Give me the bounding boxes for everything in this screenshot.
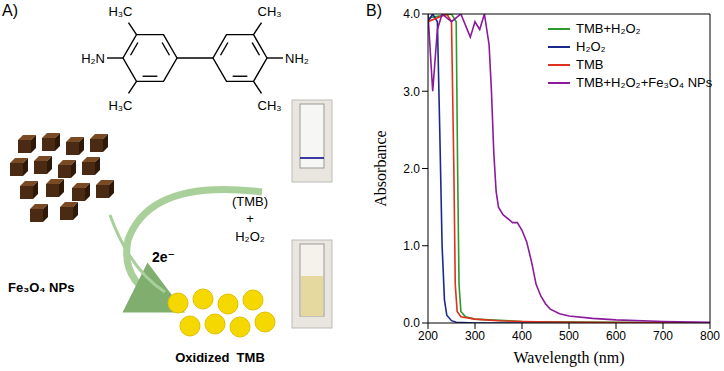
html-text:H₂O₂: H₂O₂ xyxy=(576,39,606,54)
html-text:TMB: TMB xyxy=(576,57,604,72)
svg-text:200: 200 xyxy=(418,329,438,343)
svg-text:300: 300 xyxy=(465,329,485,343)
svg-text:+: + xyxy=(246,211,254,226)
svg-text:800: 800 xyxy=(700,329,720,343)
svg-text:(TMB): (TMB) xyxy=(232,194,268,209)
svg-text:H₃C: H₃C xyxy=(108,4,132,19)
svg-text:4.0: 4.0 xyxy=(403,7,420,21)
svg-text:NH₂: NH₂ xyxy=(285,51,309,66)
svg-text:CH₃: CH₃ xyxy=(258,4,282,19)
svg-text:500: 500 xyxy=(559,329,579,343)
svg-text:Oxidized TMB: Oxidized TMB xyxy=(175,350,265,365)
html-text:B): B) xyxy=(366,2,382,19)
svg-text:Fe₃O₄ NPs: Fe₃O₄ NPs xyxy=(8,280,74,295)
svg-text:2.0: 2.0 xyxy=(403,162,420,176)
svg-text:2e⁻: 2e⁻ xyxy=(152,249,175,265)
svg-text:CH₃: CH₃ xyxy=(258,98,282,113)
svg-text:Absorbance: Absorbance xyxy=(372,130,389,206)
html-text:A): A) xyxy=(2,2,18,19)
svg-text:H₂N: H₂N xyxy=(81,51,105,66)
svg-text:H₂O₂: H₂O₂ xyxy=(235,229,265,244)
svg-text:Wavelength (nm): Wavelength (nm) xyxy=(513,349,624,367)
svg-text:400: 400 xyxy=(512,329,532,343)
html-text:TMB+H₂O₂+Fe₃O₄ NPs: TMB+H₂O₂+Fe₃O₄ NPs xyxy=(576,75,713,90)
svg-text:H₃C: H₃C xyxy=(108,98,132,113)
svg-text:600: 600 xyxy=(606,329,626,343)
html-text:TMB+H₂O₂: TMB+H₂O₂ xyxy=(576,21,641,36)
svg-text:3.0: 3.0 xyxy=(403,85,420,99)
svg-text:1.0: 1.0 xyxy=(403,239,420,253)
svg-text:700: 700 xyxy=(653,329,673,343)
svg-text:0.0: 0.0 xyxy=(403,316,420,330)
